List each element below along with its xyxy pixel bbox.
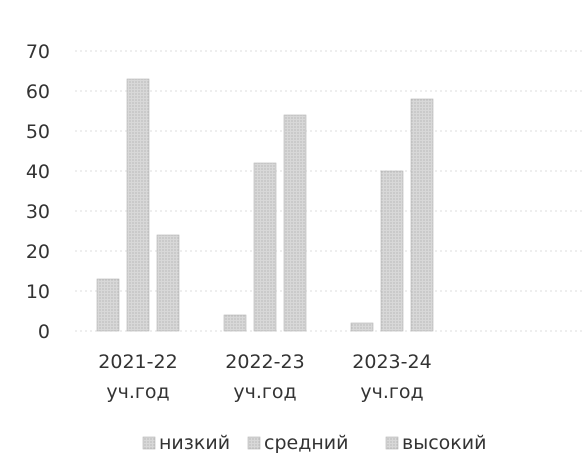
category-label: уч.год [106,381,169,403]
y-tick-label: 20 [26,241,50,263]
legend-swatch [385,436,399,450]
bar-низкий-2 [350,322,374,332]
legend-swatch [142,436,156,450]
category-label: уч.год [360,381,423,403]
bar-средний-2 [380,170,404,332]
y-tick-label: 60 [26,81,50,103]
bar-высокий-1 [283,114,307,332]
y-tick-label: 0 [38,321,50,343]
y-tick-label: 40 [26,161,50,183]
y-tick-label: 30 [26,201,50,223]
category-label: 2021-22 [98,351,177,373]
bar-средний-1 [253,162,277,332]
legend-label: низкий [159,432,230,454]
bar-высокий-2 [410,98,434,332]
y-tick-label: 70 [26,41,50,63]
bar-высокий-0 [156,234,180,332]
gridlines [75,50,585,332]
category-label: 2022-23 [225,351,304,373]
legend-label: средний [264,432,348,454]
bar-низкий-1 [223,314,247,332]
category-label: уч.год [233,381,296,403]
y-axis-ticks: 0 10 20 30 40 50 60 70 [26,41,50,343]
bar-средний-0 [126,78,150,332]
bars [96,78,434,332]
y-tick-label: 10 [26,281,50,303]
x-axis-labels: 2021-22 уч.год 2022-23 уч.год 2023-24 уч.год [98,351,431,403]
bar-низкий-0 [96,278,120,332]
legend: низкий средний высокий [142,432,486,454]
legend-swatch [247,436,261,450]
legend-label: высокий [402,432,486,454]
category-label: 2023-24 [352,351,431,373]
y-tick-label: 50 [26,121,50,143]
